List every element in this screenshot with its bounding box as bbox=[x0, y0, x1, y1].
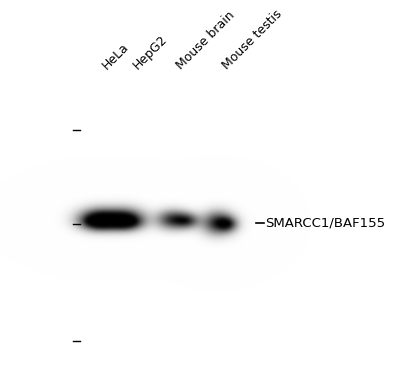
Bar bbox=[202, 74, 250, 83]
Text: Mouse testis: Mouse testis bbox=[220, 7, 285, 72]
Bar bbox=[202, 74, 250, 383]
Bar bbox=[80, 74, 153, 383]
Text: 150kDa—: 150kDa— bbox=[10, 217, 72, 230]
Bar bbox=[80, 74, 153, 83]
Bar bbox=[156, 74, 200, 383]
Text: HepG2: HepG2 bbox=[131, 33, 170, 72]
Text: HeLa: HeLa bbox=[99, 40, 131, 72]
Bar bbox=[156, 74, 200, 83]
Text: 250kDa—: 250kDa— bbox=[10, 123, 72, 136]
Text: 100kDa—: 100kDa— bbox=[10, 335, 72, 348]
Text: SMARCC1/BAF155: SMARCC1/BAF155 bbox=[265, 216, 385, 229]
Text: Mouse brain: Mouse brain bbox=[174, 9, 238, 72]
